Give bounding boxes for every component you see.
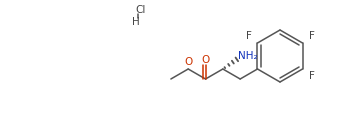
- Text: F: F: [309, 31, 314, 41]
- Text: O: O: [201, 55, 210, 65]
- Text: H: H: [132, 17, 140, 27]
- Text: F: F: [309, 71, 314, 81]
- Text: F: F: [246, 31, 251, 41]
- Text: NH₂: NH₂: [238, 51, 258, 61]
- Text: Cl: Cl: [136, 5, 146, 15]
- Text: O: O: [184, 57, 192, 67]
